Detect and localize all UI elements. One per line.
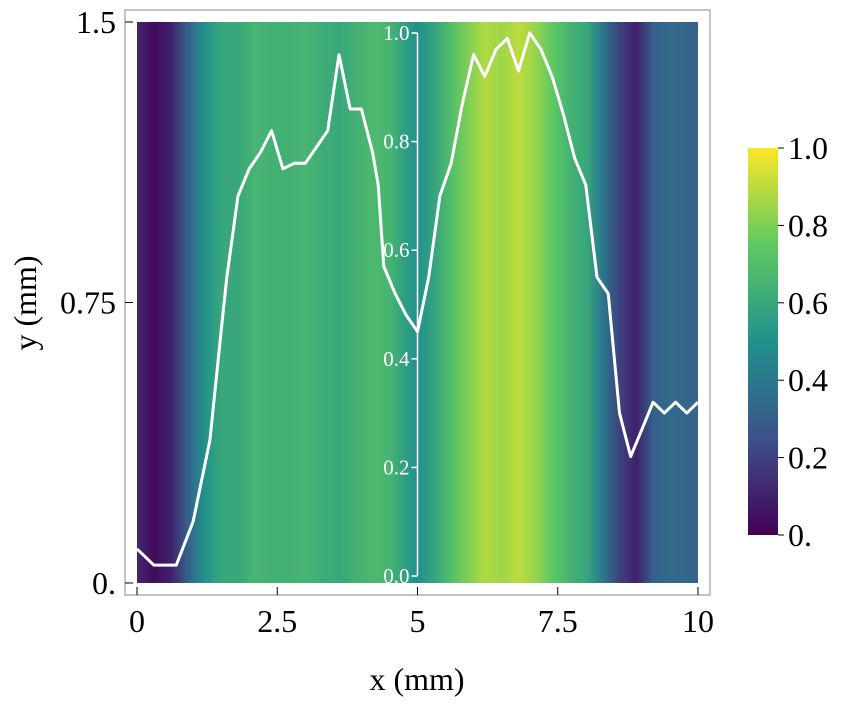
x-tick-label: 5 — [410, 603, 426, 639]
inset-tick-label: 0.0 — [383, 564, 409, 588]
colorbar-tick-label: 0.6 — [788, 285, 828, 321]
inset-series-line — [135, 31, 700, 567]
x-tick-label: 10 — [682, 603, 714, 639]
colorbar-tick-label: 0.4 — [788, 362, 828, 398]
colorbar-tick-label: 1.0 — [788, 130, 828, 166]
y-tick-label: 1.5 — [76, 4, 116, 40]
x-tick-label: 0 — [129, 603, 145, 639]
colorbar-ticks: 0. 0.2 0.4 0.6 0.8 1.0 — [778, 130, 828, 553]
x-tick-label: 2.5 — [257, 603, 297, 639]
inset-tick-label: 0.4 — [383, 347, 410, 371]
inset-tick-label: 0.6 — [383, 238, 409, 262]
x-axis-title: x (mm) — [369, 661, 464, 697]
y-tick-label: 0. — [92, 565, 116, 601]
y-tick-label: 0.75 — [60, 285, 116, 321]
inset-tick-label: 0.2 — [383, 455, 409, 479]
x-tick-label: 7.5 — [538, 603, 578, 639]
y-axis-title: y (mm) — [7, 255, 43, 350]
x-axis-ticks: 0 2.5 5 7.5 10 — [129, 587, 714, 639]
colorbar-tick-label: 0. — [788, 517, 812, 553]
inset-axis: 0.0 0.2 0.4 0.6 0.8 1.0 — [383, 21, 419, 588]
inset-tick-label: 1.0 — [383, 21, 409, 45]
y-axis-ticks: 0. 0.75 1.5 — [60, 4, 133, 601]
colorbar — [748, 148, 778, 535]
colorbar-tick-label: 0.8 — [788, 207, 828, 243]
inset-tick-label: 0.8 — [383, 130, 409, 154]
colorbar-tick-label: 0.2 — [788, 440, 828, 476]
